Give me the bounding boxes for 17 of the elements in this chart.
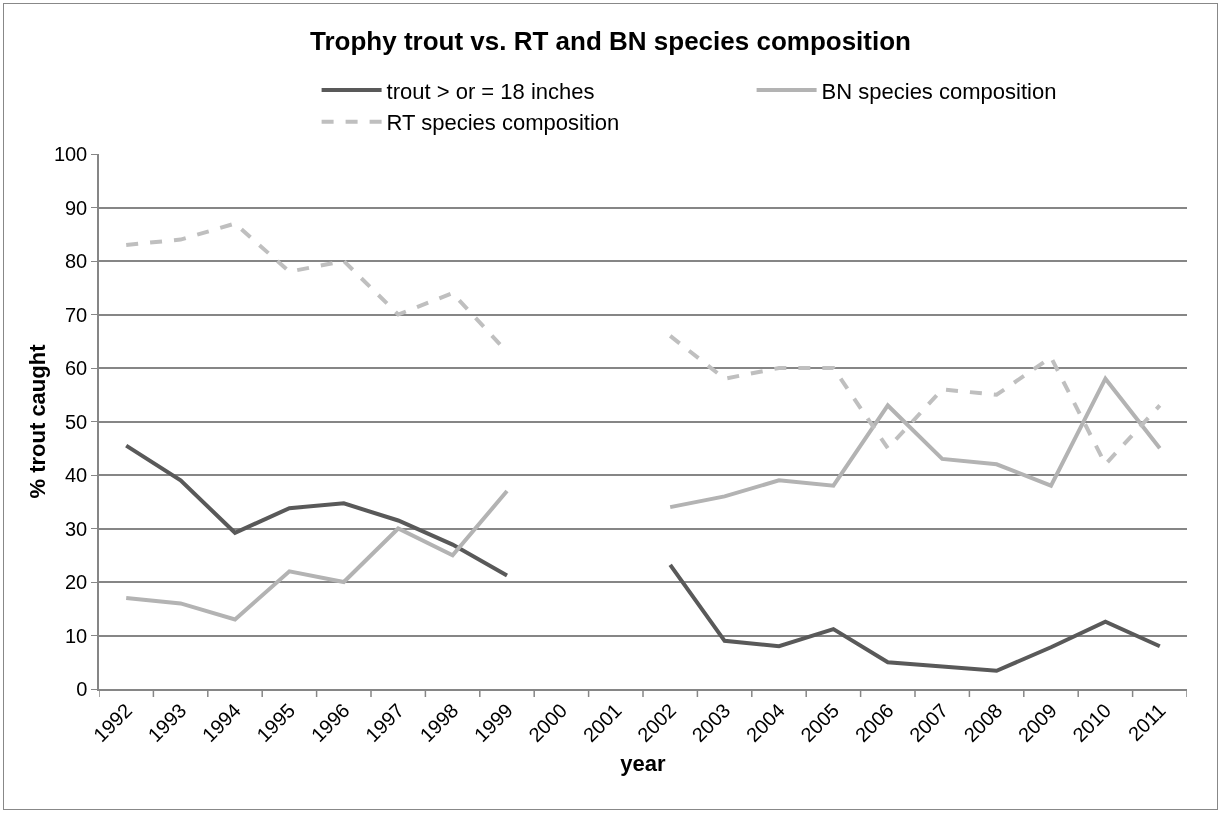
x-axis-title: year bbox=[620, 750, 667, 776]
legend-label: RT species composition bbox=[386, 110, 620, 136]
y-tick-label: 70 bbox=[65, 303, 88, 326]
y-tick-label: 20 bbox=[65, 571, 88, 593]
y-tick-label: 30 bbox=[65, 517, 88, 540]
y-tick-label: 50 bbox=[65, 410, 88, 433]
legend-label: BN species composition bbox=[821, 78, 1057, 104]
y-tick-label: 40 bbox=[65, 464, 88, 486]
y-tick-label: 0 bbox=[76, 678, 88, 700]
y-tick-label: 60 bbox=[65, 357, 88, 379]
y-tick-label: 10 bbox=[65, 624, 88, 647]
y-tick-label: 100 bbox=[53, 143, 88, 165]
legend-label: trout > or = 18 inches bbox=[386, 78, 595, 104]
y-axis-title: % trout caught bbox=[24, 343, 50, 499]
y-tick-label: 80 bbox=[65, 250, 88, 272]
chart-title: Trophy trout vs. RT and BN species composition bbox=[310, 26, 911, 57]
y-tick-label: 90 bbox=[65, 196, 88, 219]
